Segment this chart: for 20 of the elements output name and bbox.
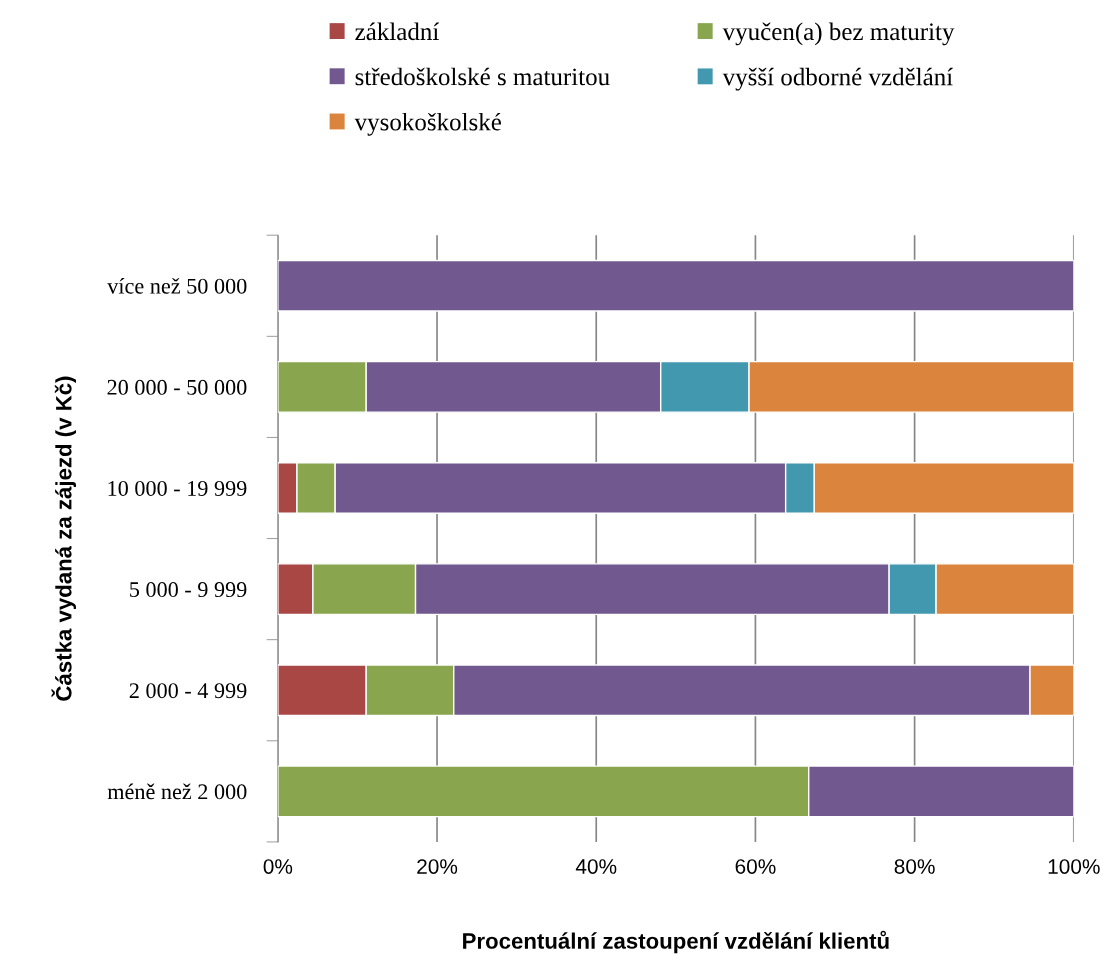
x-axis-title: Procentuální zastoupení vzdělání klientů — [463, 930, 889, 954]
x-tick-label: 20% — [417, 859, 458, 874]
y-tick-label: 10 000 - 19 999 — [108, 480, 247, 496]
y-tick-label: více než 50 000 — [107, 278, 247, 294]
x-tick-label: 40% — [575, 859, 617, 874]
y-tick-label: méně než 2 000 — [107, 783, 247, 800]
bar — [277, 259, 1074, 312]
y-axis-title: Částka vydaná za zájezd (v Kč) — [51, 376, 77, 701]
legend-label: základní — [355, 22, 440, 41]
y-tick-label: 5 000 - 9 999 — [130, 582, 247, 598]
y-tick-label: 20 000 - 50 000 — [107, 379, 247, 395]
y-tick-label: 2 000 - 4 999 — [129, 683, 247, 699]
x-tick-label: 0% — [263, 859, 293, 874]
x-tick-label: 80% — [894, 859, 935, 874]
x-tick-label: 60% — [735, 859, 776, 874]
legend-label: vysokoškolské — [354, 112, 501, 136]
legend-label: středoškolské s maturitou — [355, 67, 610, 86]
legend-label: vyšší odborné vzdělání — [722, 67, 953, 91]
x-tick-label: 100% — [1048, 859, 1100, 874]
legend-label: vyučen(a) bez maturity — [722, 22, 955, 46]
